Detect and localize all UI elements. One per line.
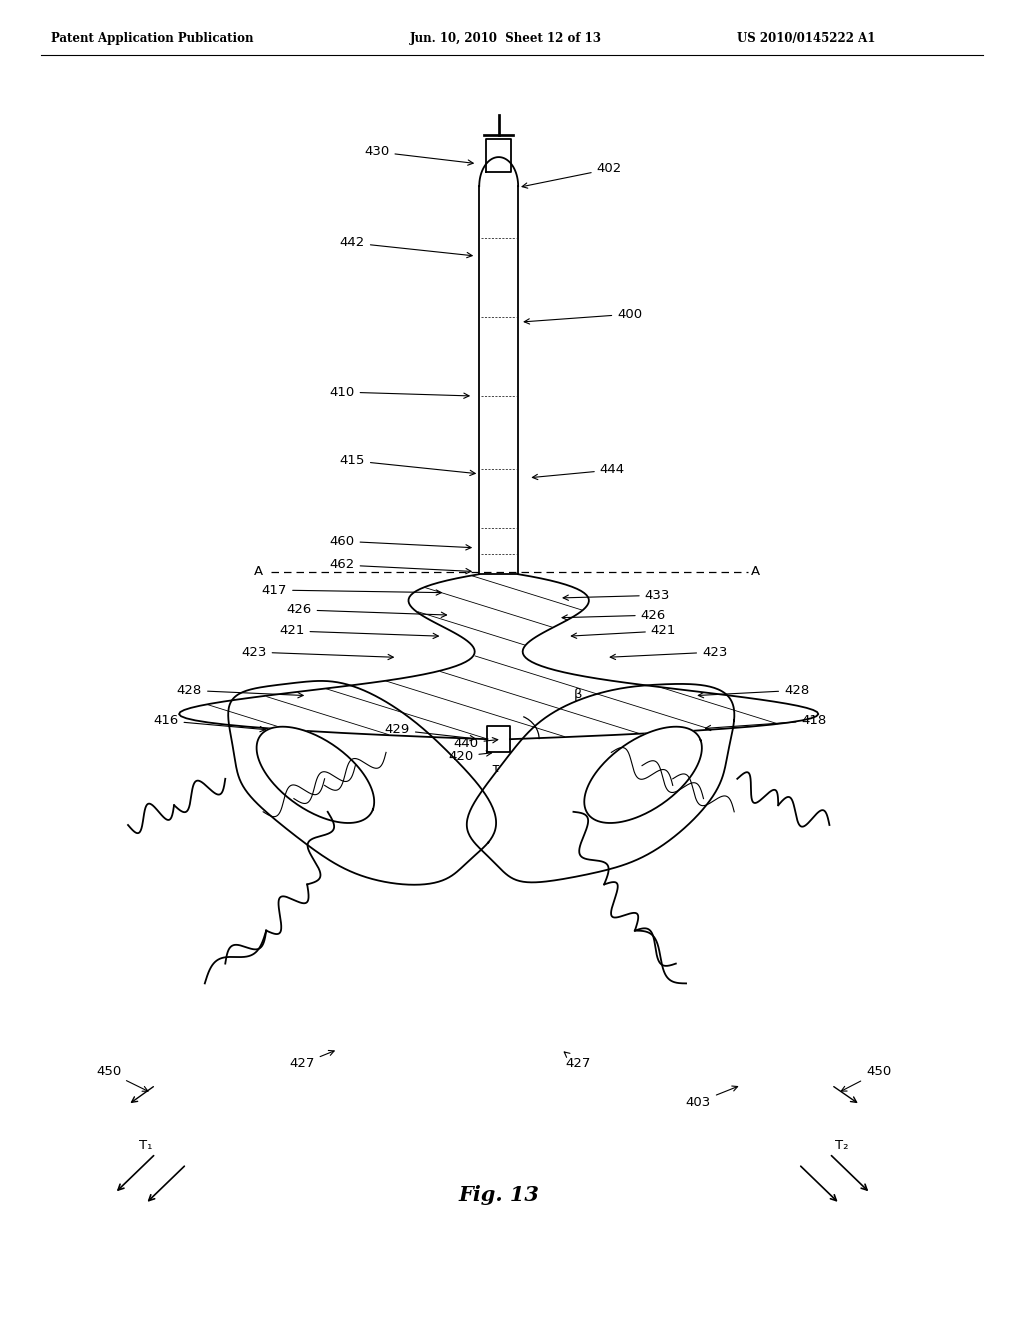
Text: 450: 450: [96, 1065, 147, 1092]
Polygon shape: [585, 727, 701, 822]
Text: 421: 421: [571, 624, 676, 639]
Text: 415: 415: [340, 454, 475, 475]
Text: 429: 429: [385, 723, 475, 741]
Text: β: β: [573, 688, 582, 701]
Text: 442: 442: [340, 236, 472, 257]
Text: 420: 420: [449, 750, 492, 763]
Text: 430: 430: [365, 145, 473, 165]
Text: 426: 426: [562, 609, 666, 622]
Polygon shape: [228, 681, 496, 884]
Text: A: A: [752, 565, 760, 578]
Text: 402: 402: [522, 162, 622, 189]
Text: 416: 416: [154, 714, 265, 731]
Text: 450: 450: [841, 1065, 891, 1092]
Text: 423: 423: [242, 645, 393, 660]
Text: 444: 444: [532, 463, 625, 479]
Text: 421: 421: [280, 624, 438, 639]
Text: US 2010/0145222 A1: US 2010/0145222 A1: [737, 32, 876, 45]
Text: Patent Application Publication: Patent Application Publication: [51, 32, 254, 45]
Text: 427: 427: [290, 1051, 334, 1071]
Text: 428: 428: [698, 684, 809, 698]
Text: 428: 428: [177, 684, 303, 698]
Text: 462: 462: [330, 558, 471, 574]
Text: 400: 400: [524, 308, 642, 323]
Text: 427: 427: [564, 1052, 591, 1071]
Polygon shape: [467, 684, 734, 882]
Text: 440: 440: [454, 737, 498, 750]
Text: 418: 418: [706, 714, 826, 731]
Text: 403: 403: [686, 1086, 737, 1109]
Text: 417: 417: [262, 583, 441, 597]
Text: Fig. 13: Fig. 13: [459, 1184, 539, 1205]
Text: 433: 433: [563, 589, 670, 602]
Text: 426: 426: [287, 603, 446, 618]
Text: Jun. 10, 2010  Sheet 12 of 13: Jun. 10, 2010 Sheet 12 of 13: [410, 32, 602, 45]
Text: 410: 410: [330, 385, 469, 399]
Text: 423: 423: [610, 645, 727, 660]
Polygon shape: [257, 727, 374, 822]
Text: T₁: T₁: [138, 1139, 153, 1152]
Text: A: A: [254, 565, 262, 578]
Text: T₂: T₂: [835, 1139, 849, 1152]
Text: 460: 460: [330, 535, 471, 550]
Text: τ: τ: [492, 762, 500, 775]
